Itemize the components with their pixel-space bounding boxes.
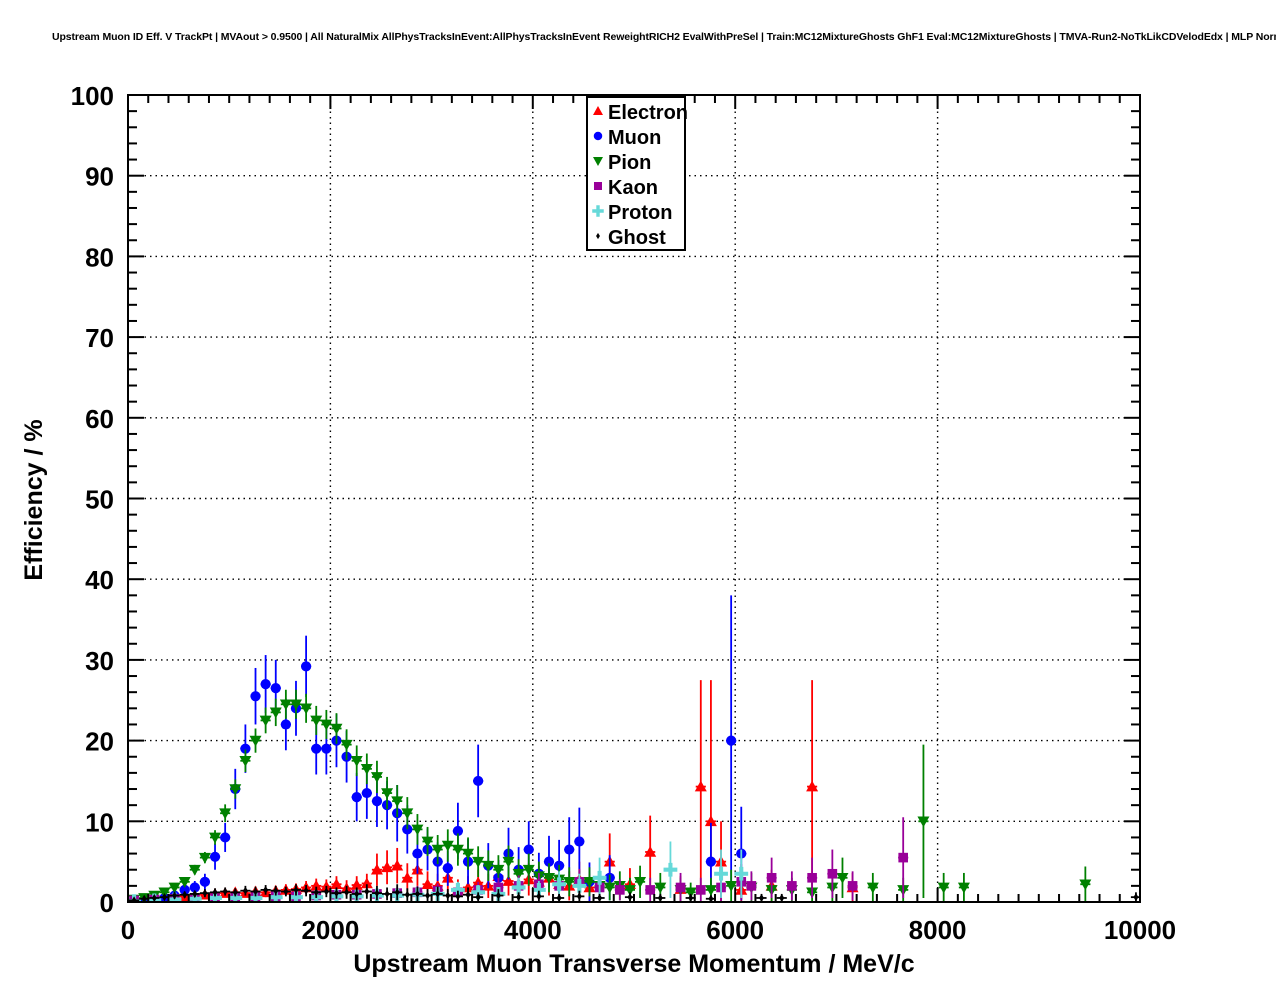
x-tick-label: 2000 xyxy=(301,915,359,945)
y-tick-label: 0 xyxy=(100,888,114,918)
legend-label: Muon xyxy=(608,127,661,149)
data-points xyxy=(128,595,1140,902)
x-tick-label: 0 xyxy=(121,915,135,945)
legend-entry-ghost[interactable]: Ghost xyxy=(596,227,666,249)
y-tick-label: 30 xyxy=(85,646,114,676)
plot-title: Upstream Muon ID Eff. V TrackPt | MVAout… xyxy=(52,31,1276,43)
legend-label: Kaon xyxy=(608,177,658,199)
y-tick-label: 20 xyxy=(85,727,114,757)
legend-label: Pion xyxy=(608,152,651,174)
legend-entry-muon[interactable]: Muon xyxy=(593,127,662,149)
legend-entry-kaon[interactable]: Kaon xyxy=(594,177,658,199)
x-tick-labels: 0 2000 4000 6000 8000 10000 xyxy=(121,915,1176,945)
y-tick-label: 100 xyxy=(71,81,114,111)
y-tick-label: 60 xyxy=(85,404,114,434)
axis-ticks xyxy=(127,94,1141,903)
y-tick-label: 40 xyxy=(85,565,114,595)
y-tick-labels: 0 10 20 30 40 50 60 70 80 90 100 xyxy=(71,81,114,918)
legend-box xyxy=(586,96,686,251)
series-ghost xyxy=(129,884,1140,902)
legend-label: Proton xyxy=(608,202,672,224)
x-tick-label: 4000 xyxy=(504,915,562,945)
y-axis-title: Efficiency / % xyxy=(20,419,48,580)
x-tick-label: 10000 xyxy=(1104,915,1176,945)
x-tick-label: 6000 xyxy=(706,915,764,945)
y-tick-label: 90 xyxy=(85,162,114,192)
legend-label: Electron xyxy=(608,102,688,124)
x-axis-title: Upstream Muon Transverse Momentum / MeV/… xyxy=(353,950,914,978)
x-tick-label: 8000 xyxy=(909,915,967,945)
legend-entry-electron[interactable]: Electron xyxy=(593,102,688,124)
legend[interactable]: Electron Muon Pion Kaon Proton Ghost xyxy=(586,96,688,251)
y-tick-label: 80 xyxy=(85,242,114,272)
legend-entry-proton[interactable]: Proton xyxy=(592,202,672,224)
legend-label: Ghost xyxy=(608,227,666,249)
legend-entry-pion[interactable]: Pion xyxy=(593,152,651,174)
y-tick-label: 70 xyxy=(85,323,114,353)
y-tick-label: 10 xyxy=(85,807,114,837)
y-tick-label: 50 xyxy=(85,485,114,515)
